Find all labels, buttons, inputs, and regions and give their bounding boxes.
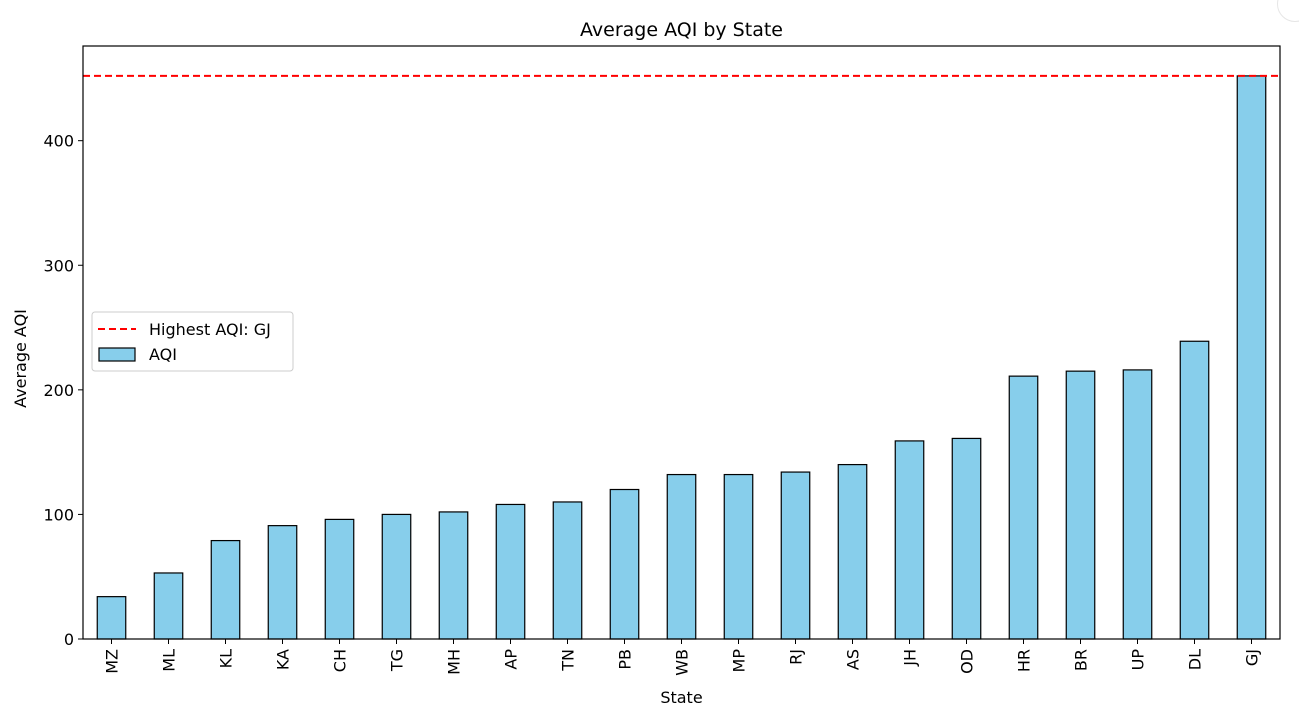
bar-mz — [96, 596, 127, 640]
y-axis: 0 100 200 300 400 — [43, 132, 83, 649]
bar-ml — [153, 572, 184, 640]
x-tick-label: DL — [1186, 649, 1205, 670]
x-tick-label: MP — [730, 649, 749, 673]
bar-mp — [723, 473, 754, 640]
y-tick-label: 300 — [43, 256, 74, 275]
x-tick-label: HR — [1015, 649, 1034, 672]
bar-tg — [381, 513, 412, 640]
x-tick-label: MH — [445, 649, 464, 675]
bar-od — [951, 437, 982, 640]
x-tick-label: RJ — [787, 649, 806, 665]
bar-ch — [324, 518, 355, 640]
bar-tn — [552, 501, 583, 640]
legend-bar-swatch — [98, 347, 136, 362]
x-tick-label: ML — [160, 649, 179, 672]
x-tick-label: PB — [616, 649, 635, 670]
legend: Highest AQI: GJ AQI — [91, 311, 294, 372]
x-tick-label: KL — [217, 649, 236, 668]
bar-dl — [1179, 340, 1210, 640]
chart-title: Average AQI by State — [580, 19, 783, 41]
bar-rj — [780, 471, 811, 640]
bar-ka — [267, 525, 298, 640]
legend-reference-line-label: Highest AQI: GJ — [149, 320, 271, 339]
x-tick-label: KA — [274, 649, 293, 670]
legend-box — [91, 311, 294, 372]
x-tick-label: TG — [388, 649, 407, 672]
y-tick-label: 400 — [43, 132, 74, 151]
bar-kl — [210, 539, 241, 640]
x-tick-label: WB — [673, 649, 692, 676]
x-tick-label: OD — [958, 649, 977, 674]
x-tick-label: GJ — [1243, 649, 1262, 666]
x-tick-label: AP — [502, 649, 521, 670]
bar-mh — [438, 511, 469, 640]
legend-series-label: AQI — [149, 345, 177, 364]
bar-gj — [1236, 75, 1267, 640]
y-tick-label: 100 — [43, 505, 74, 524]
x-tick-label: JH — [901, 649, 920, 667]
bar-jh — [894, 440, 925, 640]
x-tick-label: UP — [1129, 649, 1148, 671]
bar-up — [1122, 369, 1153, 640]
bar-hr — [1008, 375, 1039, 640]
bar-ap — [495, 503, 526, 640]
x-tick-label: AS — [844, 649, 863, 670]
x-tick-label: BR — [1072, 649, 1091, 671]
y-axis-title: Average AQI — [11, 309, 30, 408]
x-tick-label: CH — [331, 649, 350, 672]
bar-br — [1065, 370, 1096, 640]
x-axis: MZ ML KL KA CH TG MH AP TN PB WB MP RJ AS JH OD HR BR UP DL… — [103, 639, 1262, 676]
y-tick-label: 0 — [64, 630, 74, 649]
x-tick-label: MZ — [103, 649, 122, 674]
bar-wb — [666, 473, 697, 640]
bar-pb — [609, 488, 640, 640]
bars-layer — [96, 75, 1267, 640]
x-axis-title: State — [660, 688, 702, 707]
bar-as — [837, 463, 868, 640]
y-tick-label: 200 — [43, 381, 74, 400]
x-tick-label: TN — [559, 649, 578, 672]
